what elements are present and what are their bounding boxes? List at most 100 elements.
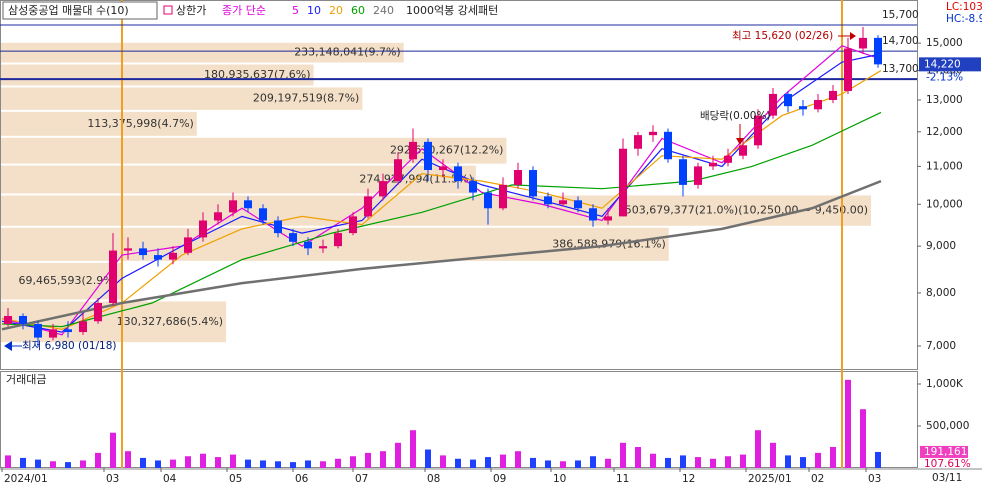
candle-body <box>454 166 462 182</box>
volume-bar <box>95 452 101 468</box>
volume-bar <box>530 457 536 468</box>
volume-bar <box>50 461 56 468</box>
hc-label: HC:-8.96 <box>946 13 982 25</box>
volume-tick-label: 500,000 <box>926 420 969 432</box>
candle-body <box>229 200 237 213</box>
volume-ratio: 107.61% <box>924 458 971 470</box>
volume-profile-label: 233,148,041(9.7%) <box>294 46 401 59</box>
volume-tick-label: 1,000K <box>926 378 964 390</box>
candle-body <box>19 315 27 324</box>
volume-bar <box>65 462 71 468</box>
low-annotation: 최저 6,980 (01/18) <box>22 340 117 352</box>
candle-body <box>739 145 747 156</box>
volume-bar <box>710 458 716 468</box>
low-arrow-head <box>4 341 12 351</box>
candle-body <box>694 166 702 185</box>
volume-bar <box>620 442 626 468</box>
candle-body <box>364 196 372 217</box>
legend-limit: 상한가 <box>176 4 206 17</box>
volume-bar <box>500 454 506 468</box>
volume-bar <box>665 457 671 468</box>
dividend-annotation: 배당락(0.00%) <box>700 110 771 122</box>
volume-bar <box>755 430 761 468</box>
candle-body <box>649 131 657 136</box>
candle-body <box>94 303 102 322</box>
x-tick-label: 08 <box>427 473 440 485</box>
candle-body <box>439 166 447 171</box>
candle-body <box>679 159 687 185</box>
candle-body <box>514 170 522 185</box>
y-tick-label: 13,000 <box>926 94 963 106</box>
x-tick-label: 09 <box>493 473 506 485</box>
candle-body <box>574 200 582 209</box>
x-tick-label: 02 <box>811 473 824 485</box>
candle-body <box>349 216 357 234</box>
volume-bar <box>320 461 326 468</box>
volume-bar <box>845 379 851 468</box>
candle-body <box>499 184 507 209</box>
candle-body <box>124 248 132 251</box>
volume-bar <box>365 452 371 468</box>
legend-ma: 10 <box>307 4 321 17</box>
volume-bar <box>770 442 776 468</box>
volume-bar <box>455 458 461 468</box>
candle-body <box>394 159 402 182</box>
volume-profile-layer: 130,327,686(5.4%)69,465,593(2.9%)386,588… <box>1 42 871 343</box>
candle-body <box>634 135 642 149</box>
candle-body <box>334 233 342 247</box>
level-label: 13,700 <box>882 63 919 75</box>
volume-last-box <box>920 445 968 458</box>
x-tick-label: 04 <box>163 473 177 485</box>
candle-body <box>859 37 867 49</box>
volume-profile-band <box>1 195 871 226</box>
volume-bar <box>170 459 176 468</box>
volume-profile-band <box>1 87 363 110</box>
candle-body <box>754 115 762 146</box>
volume-bar <box>110 432 116 468</box>
x-tick-label: 2024/01 <box>4 473 48 485</box>
volume-profile-band <box>1 262 121 300</box>
volume-bar <box>275 461 281 468</box>
candle-body <box>184 237 192 253</box>
volume-bar <box>155 460 161 468</box>
moving-average <box>1 179 882 331</box>
volume-profile-label: 209,197,519(8.7%) <box>253 92 360 105</box>
volume-bar <box>575 460 581 468</box>
candle-body <box>289 233 297 242</box>
volume-bar <box>200 453 206 468</box>
candle-body <box>874 37 882 65</box>
candle-body <box>784 93 792 107</box>
x-tick-label: 07 <box>355 473 368 485</box>
current-price-label: 14,220 <box>924 58 961 70</box>
candle-body <box>814 100 822 110</box>
candle-body <box>424 141 432 171</box>
candle-body <box>244 200 252 209</box>
x-tick-label: 03 <box>106 473 119 485</box>
y-tick-label: 15,000 <box>926 37 963 49</box>
candle-body <box>829 90 837 101</box>
volume-bar <box>635 447 641 468</box>
lc-label: LC:103.72 <box>946 1 982 13</box>
candle-body <box>274 220 282 234</box>
candle-body <box>469 181 477 193</box>
legend-pattern: 1000억봉 강세패턴 <box>406 4 498 17</box>
date-label: 03/11 <box>932 472 962 484</box>
moving-average <box>1 53 882 333</box>
volume-bar <box>650 453 656 468</box>
candle-body <box>4 315 12 324</box>
volume-bar <box>680 455 686 468</box>
candle-body <box>319 246 327 249</box>
candle-body <box>664 131 672 160</box>
volume-bar <box>815 452 821 468</box>
dividend-arrow-head <box>736 138 744 145</box>
volume-bar <box>425 449 431 468</box>
change-label: -2.13% <box>926 71 963 83</box>
x-tick-label: 2025/01 <box>748 473 792 485</box>
candle-body <box>169 252 177 260</box>
legend-ma: 240 <box>373 4 394 17</box>
volume-bar <box>785 455 791 468</box>
moving-average <box>1 70 882 330</box>
volume-profile-label: 69,465,593(2.9%) <box>18 274 118 287</box>
high-annotation: 최고 15,620 (02/26) <box>732 30 833 42</box>
current-price-box <box>919 57 981 72</box>
